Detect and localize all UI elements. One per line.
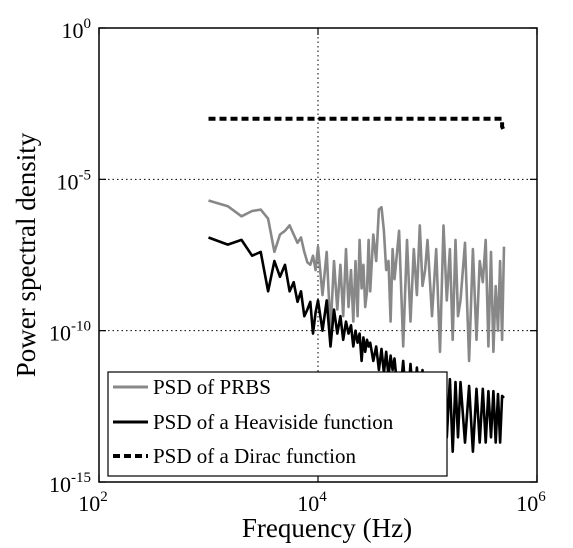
legend-label-dirac: PSD of a Dirac function	[153, 444, 356, 468]
series-dirac-line	[208, 116, 506, 132]
legend-label-heaviside: PSD of a Heaviside function	[153, 410, 394, 434]
y-tick-label: 10-10	[49, 319, 91, 346]
x-axis-label: Frequency (Hz)	[242, 513, 412, 543]
x-tick-label: 106	[516, 489, 546, 516]
legend-box	[107, 371, 448, 477]
x-tick-label: 104	[297, 489, 327, 516]
y-tick-label: 100	[62, 16, 92, 43]
y-tick-label: 10-5	[57, 167, 92, 194]
legend: PSD of PRBS PSD of a Heaviside function …	[107, 371, 448, 477]
axis-ticks: 102 104 106 100 10-5 10-10 10-15	[49, 16, 546, 516]
y-tick-label: 10-15	[49, 470, 91, 497]
series-prbs-line	[208, 199, 506, 363]
y-axis-label: Power spectral density	[11, 132, 41, 377]
series-lines	[208, 116, 506, 453]
legend-label-prbs: PSD of PRBS	[153, 375, 271, 399]
series-heaviside-line	[208, 236, 505, 453]
x-tick-label: 102	[78, 489, 108, 516]
